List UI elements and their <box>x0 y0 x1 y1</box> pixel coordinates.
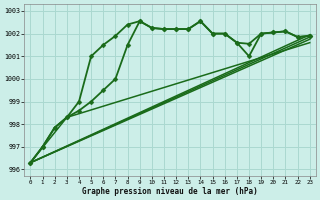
X-axis label: Graphe pression niveau de la mer (hPa): Graphe pression niveau de la mer (hPa) <box>82 187 258 196</box>
